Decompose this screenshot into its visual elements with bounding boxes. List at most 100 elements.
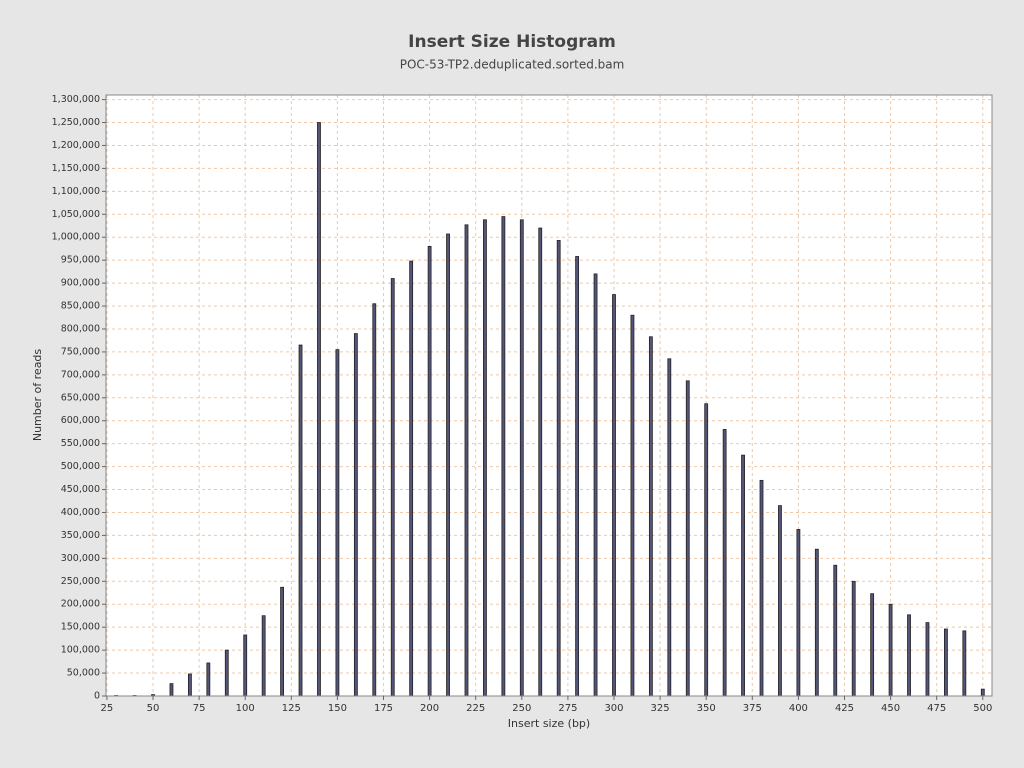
x-tick-label: 425 — [835, 703, 854, 714]
plot-area — [106, 95, 992, 696]
y-tick-label: 750,000 — [61, 346, 100, 357]
x-tick-label: 150 — [328, 703, 347, 714]
bar — [427, 245, 432, 697]
bar — [722, 429, 727, 697]
bar — [446, 233, 450, 697]
bar — [907, 614, 911, 697]
bar — [796, 529, 801, 697]
bar — [814, 548, 819, 697]
bar — [870, 593, 875, 697]
x-tick-label: 25 — [101, 703, 114, 714]
bar — [630, 314, 635, 697]
y-tick-label: 1,300,000 — [52, 94, 100, 105]
bar — [483, 219, 487, 697]
bar — [944, 628, 948, 697]
y-tick-label: 150,000 — [61, 622, 100, 633]
y-tick-label: 350,000 — [61, 530, 100, 541]
y-tick-label: 700,000 — [61, 369, 100, 380]
y-tick-label: 250,000 — [61, 576, 100, 587]
y-tick-label: 0 — [94, 691, 100, 702]
bar — [372, 303, 377, 697]
bar — [187, 673, 192, 697]
y-tick-label: 900,000 — [61, 278, 100, 289]
x-tick-label: 375 — [743, 703, 762, 714]
x-tick-label: 500 — [973, 703, 992, 714]
y-tick-label: 1,200,000 — [52, 140, 100, 151]
y-tick-label: 1,150,000 — [52, 163, 100, 174]
x-tick-label: 400 — [789, 703, 808, 714]
x-tick-label: 125 — [282, 703, 301, 714]
bar — [759, 479, 764, 697]
bar — [704, 403, 709, 697]
y-tick-label: 200,000 — [61, 599, 100, 610]
x-tick-label: 325 — [651, 703, 670, 714]
bar — [243, 634, 248, 697]
bar — [169, 683, 174, 697]
x-tick-label: 100 — [236, 703, 255, 714]
y-tick-label: 1,250,000 — [52, 117, 100, 128]
bar — [353, 333, 358, 697]
y-tick-label: 600,000 — [61, 415, 100, 426]
bar — [593, 273, 598, 697]
x-tick-label: 200 — [420, 703, 439, 714]
bar — [833, 564, 838, 697]
y-tick-label: 800,000 — [61, 323, 100, 334]
y-tick-label: 1,000,000 — [52, 232, 100, 243]
bar — [501, 216, 506, 697]
bar — [888, 603, 893, 697]
chart-subtitle: POC-53-TP2.deduplicated.sorted.bam — [400, 58, 625, 72]
bar — [685, 380, 690, 697]
plot-border — [105, 94, 993, 697]
y-axis-label: Number of reads — [31, 349, 44, 442]
bar — [317, 122, 321, 697]
bar — [464, 224, 469, 697]
x-tick-label: 75 — [193, 703, 206, 714]
bar — [925, 622, 930, 697]
chart-title: Insert Size Histogram — [408, 32, 616, 52]
y-tick-label: 450,000 — [61, 484, 100, 495]
y-tick-label: 650,000 — [61, 392, 100, 403]
y-tick-label: 850,000 — [61, 301, 100, 312]
y-tick-label: 1,050,000 — [52, 209, 100, 220]
bar — [962, 630, 967, 697]
bar — [667, 358, 672, 697]
x-tick-label: 225 — [466, 703, 485, 714]
bar — [575, 256, 580, 697]
x-tick-label: 50 — [147, 703, 160, 714]
bar — [741, 454, 745, 697]
bar — [556, 240, 561, 697]
bar — [298, 344, 303, 697]
x-tick-label: 275 — [558, 703, 577, 714]
bar — [538, 227, 543, 697]
bar — [206, 662, 211, 697]
bar — [778, 505, 782, 697]
y-tick-label: 400,000 — [61, 507, 100, 518]
x-tick-label: 350 — [697, 703, 716, 714]
bar — [980, 688, 985, 697]
bar — [280, 586, 284, 697]
y-tick-label: 300,000 — [61, 553, 100, 564]
bar — [335, 349, 340, 697]
bar — [648, 336, 653, 697]
y-tick-label: 50,000 — [67, 668, 100, 679]
bar — [851, 580, 856, 697]
y-tick-label: 1,100,000 — [52, 186, 100, 197]
y-tick-label: 500,000 — [61, 461, 100, 472]
bar — [519, 219, 524, 697]
y-tick-label: 950,000 — [61, 255, 100, 266]
bar — [390, 278, 395, 697]
x-tick-label: 450 — [881, 703, 900, 714]
x-tick-label: 300 — [604, 703, 623, 714]
x-tick-label: 175 — [374, 703, 393, 714]
x-axis-label: Insert size (bp) — [508, 717, 590, 730]
bar — [261, 615, 266, 697]
bar — [224, 649, 229, 697]
y-tick-label: 100,000 — [61, 645, 100, 656]
grid — [106, 95, 992, 697]
y-tick-label: 550,000 — [61, 438, 100, 449]
x-tick-label: 250 — [512, 703, 531, 714]
bar — [612, 294, 616, 697]
x-tick-label: 475 — [927, 703, 946, 714]
